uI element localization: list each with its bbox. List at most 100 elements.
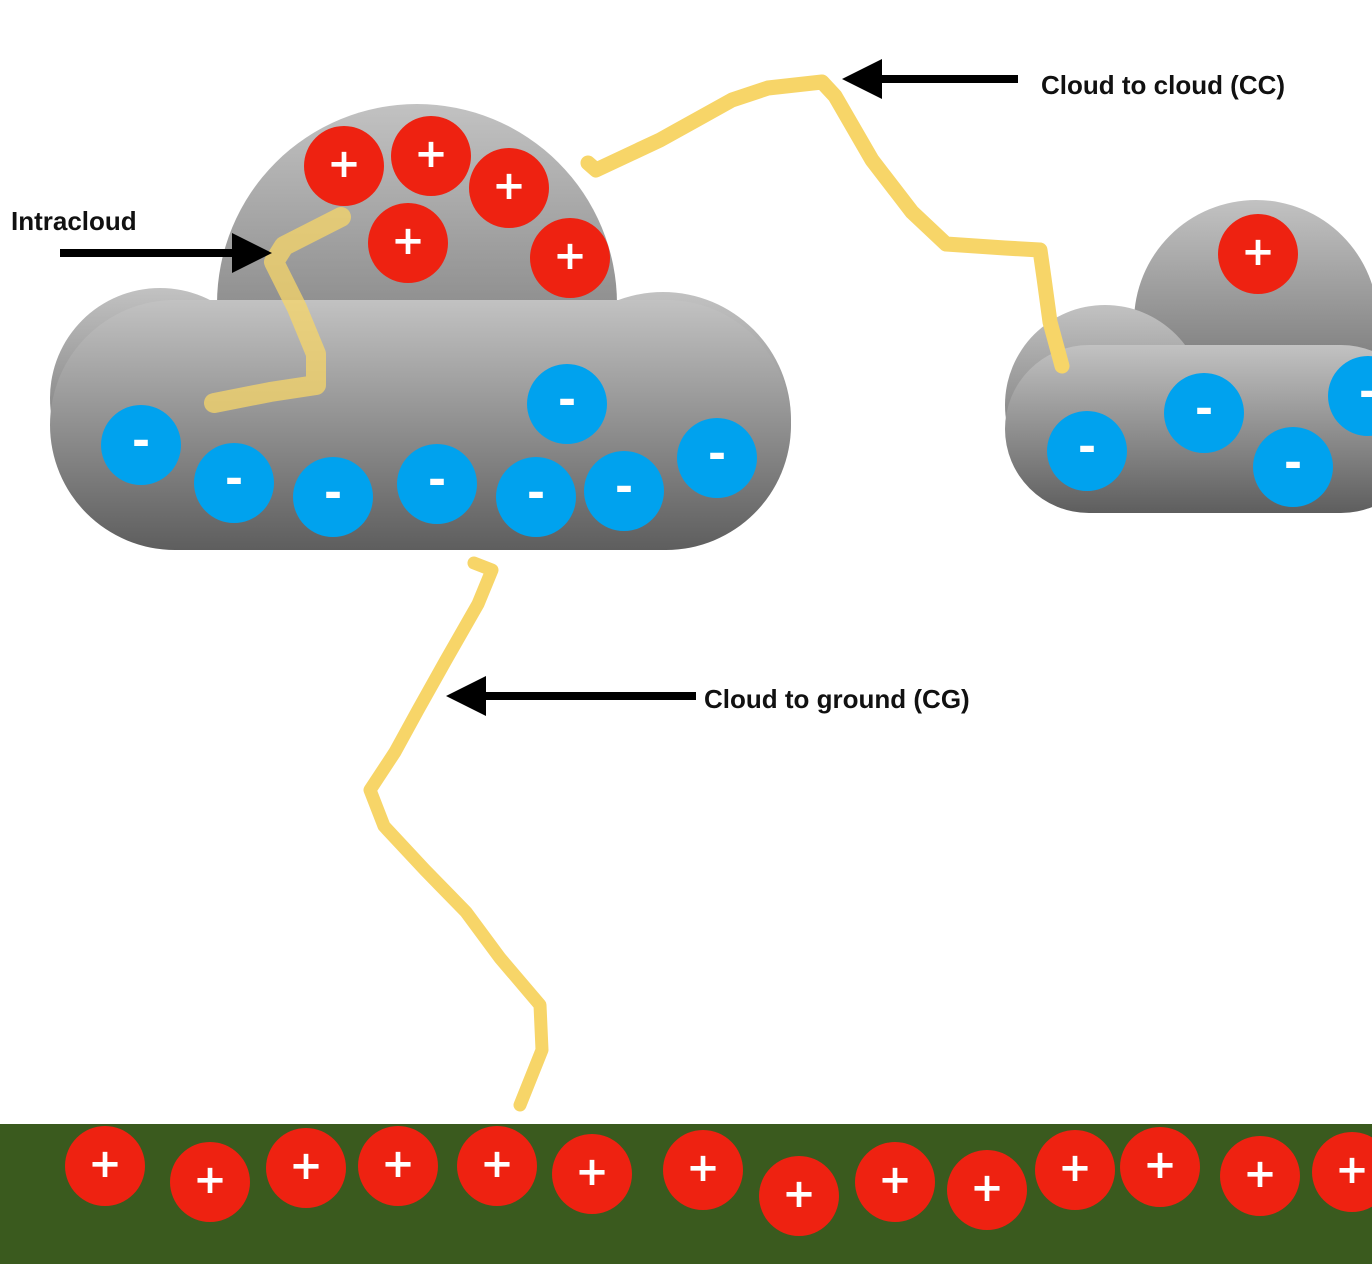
charge-sign: - bbox=[1284, 438, 1302, 489]
charge-circle bbox=[194, 443, 274, 523]
plus-charge-icon: + bbox=[304, 126, 384, 206]
charge-sign: + bbox=[88, 1141, 122, 1187]
charge-sign: + bbox=[575, 1149, 609, 1195]
charge-circle bbox=[584, 451, 664, 531]
lightning-cloud-to-ground bbox=[363, 556, 549, 1112]
charge-circle bbox=[391, 116, 471, 196]
charge-circle bbox=[469, 148, 549, 228]
charge-sign: - bbox=[527, 468, 545, 519]
minus-charge-icon: - bbox=[527, 364, 607, 444]
lightning-intracloud bbox=[204, 207, 351, 413]
plus-charge-icon: + bbox=[358, 1126, 438, 1206]
charge-circle bbox=[266, 1128, 346, 1208]
charge-sign: + bbox=[414, 131, 448, 177]
plus-charge-icon: + bbox=[552, 1134, 632, 1214]
charge-sign: + bbox=[492, 163, 526, 209]
charge-sign: + bbox=[686, 1145, 720, 1191]
charge-sign: - bbox=[1359, 367, 1372, 418]
charge-sign: - bbox=[132, 416, 150, 467]
charge-sign: + bbox=[327, 141, 361, 187]
plus-charge-icon: + bbox=[457, 1126, 537, 1206]
charge-circle bbox=[527, 364, 607, 444]
lightning-cloud-to-cloud bbox=[580, 74, 1070, 374]
charge-circle bbox=[1328, 356, 1372, 436]
charge-circle bbox=[1253, 427, 1333, 507]
charge-sign: + bbox=[970, 1165, 1004, 1211]
charge-sign: + bbox=[289, 1143, 323, 1189]
charge-sign: + bbox=[391, 218, 425, 264]
plus-charge-icon: + bbox=[1218, 214, 1298, 294]
arrow-left-icon bbox=[446, 676, 696, 716]
plus-charge-icon: + bbox=[1035, 1130, 1115, 1210]
plus-charge-icon: + bbox=[266, 1128, 346, 1208]
minus-charge-icon: - bbox=[397, 444, 477, 524]
plus-charge-icon: + bbox=[663, 1130, 743, 1210]
arrow-left-icon bbox=[842, 59, 1018, 99]
minus-charge-icon: - bbox=[1328, 356, 1372, 436]
label-cloud-to-ground: Cloud to ground (CG) bbox=[704, 684, 970, 714]
charge-circle bbox=[1220, 1136, 1300, 1216]
minus-charge-icon: - bbox=[496, 457, 576, 537]
charge-circle bbox=[1312, 1132, 1372, 1212]
plus-charge-icon: + bbox=[170, 1142, 250, 1222]
minus-charge-icon: - bbox=[1164, 373, 1244, 453]
label-cloud-to-cloud: Cloud to cloud (CC) bbox=[1041, 70, 1285, 100]
plus-charge-icon: + bbox=[65, 1126, 145, 1206]
charge-circle bbox=[304, 126, 384, 206]
charge-sign: + bbox=[1335, 1147, 1369, 1193]
charge-circle bbox=[293, 457, 373, 537]
charge-circle bbox=[397, 444, 477, 524]
charge-sign: - bbox=[1195, 384, 1213, 435]
charge-sign: + bbox=[193, 1157, 227, 1203]
charge-sign: + bbox=[553, 233, 587, 279]
charge-circle bbox=[552, 1134, 632, 1214]
charge-circle bbox=[1164, 373, 1244, 453]
plus-charge-icon: + bbox=[391, 116, 471, 196]
charges: ++++++++++++++++++++------------ bbox=[65, 116, 1372, 1236]
charge-sign: + bbox=[782, 1171, 816, 1217]
plus-charge-icon: + bbox=[759, 1156, 839, 1236]
charge-sign: + bbox=[381, 1141, 415, 1187]
charge-sign: - bbox=[225, 454, 243, 505]
charge-circle bbox=[457, 1126, 537, 1206]
minus-charge-icon: - bbox=[1253, 427, 1333, 507]
charge-circle bbox=[170, 1142, 250, 1222]
plus-charge-icon: + bbox=[469, 148, 549, 228]
charge-sign: - bbox=[615, 462, 633, 513]
minus-charge-icon: - bbox=[101, 405, 181, 485]
charge-circle bbox=[101, 405, 181, 485]
charge-sign: + bbox=[1058, 1145, 1092, 1191]
charge-sign: + bbox=[1243, 1151, 1277, 1197]
charge-circle bbox=[530, 218, 610, 298]
charge-circle bbox=[496, 457, 576, 537]
charge-sign: - bbox=[1078, 422, 1096, 473]
charge-circle bbox=[677, 418, 757, 498]
charge-circle bbox=[1035, 1130, 1115, 1210]
plus-charge-icon: + bbox=[947, 1150, 1027, 1230]
label-intracloud: Intracloud bbox=[11, 206, 137, 236]
charge-circle bbox=[855, 1142, 935, 1222]
charge-sign: - bbox=[324, 468, 342, 519]
charge-sign: - bbox=[558, 375, 576, 426]
minus-charge-icon: - bbox=[293, 457, 373, 537]
minus-charge-icon: - bbox=[194, 443, 274, 523]
charge-sign: - bbox=[708, 429, 726, 480]
plus-charge-icon: + bbox=[1120, 1127, 1200, 1207]
charge-sign: - bbox=[428, 455, 446, 506]
plus-charge-icon: + bbox=[368, 203, 448, 283]
charge-sign: + bbox=[878, 1157, 912, 1203]
arrow-left-icon bbox=[60, 233, 272, 273]
charge-circle bbox=[1218, 214, 1298, 294]
charge-circle bbox=[358, 1126, 438, 1206]
minus-charge-icon: - bbox=[584, 451, 664, 531]
plus-charge-icon: + bbox=[1312, 1132, 1372, 1212]
charge-sign: + bbox=[1241, 229, 1275, 275]
charge-circle bbox=[663, 1130, 743, 1210]
plus-charge-icon: + bbox=[855, 1142, 935, 1222]
charge-circle bbox=[368, 203, 448, 283]
plus-charge-icon: + bbox=[1220, 1136, 1300, 1216]
plus-charge-icon: + bbox=[530, 218, 610, 298]
charge-circle bbox=[1120, 1127, 1200, 1207]
minus-charge-icon: - bbox=[677, 418, 757, 498]
charge-circle bbox=[1047, 411, 1127, 491]
